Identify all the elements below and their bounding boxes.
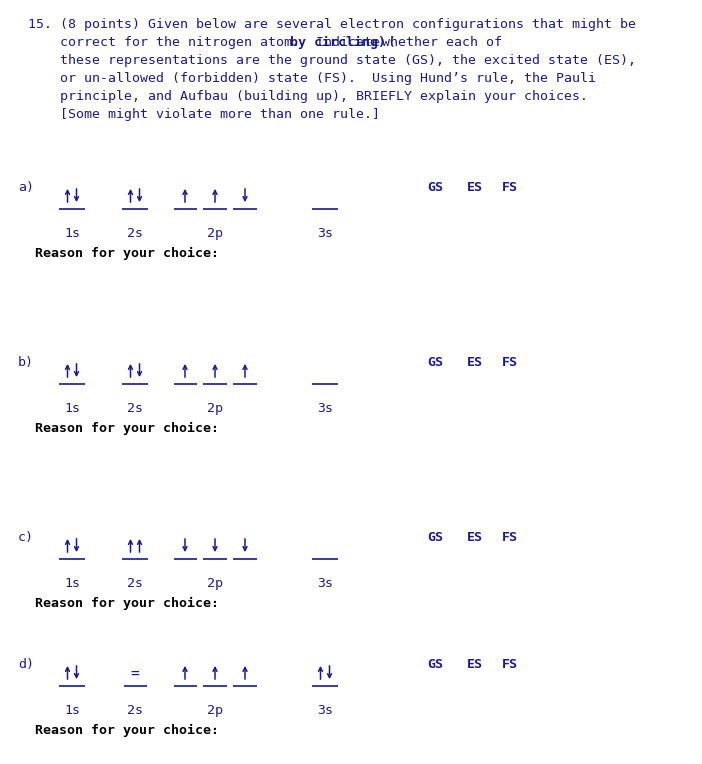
Text: 2p: 2p [207,704,223,717]
Text: 1s: 1s [64,402,80,415]
Text: FS: FS [502,531,518,544]
Text: 2s: 2s [127,402,143,415]
Text: 3s: 3s [317,227,333,240]
Text: ES: ES [467,181,483,194]
Text: Reason for your choice:: Reason for your choice: [35,597,219,610]
Text: 2p: 2p [207,577,223,590]
Text: these representations are the ground state (GS), the excited state (ES),: these representations are the ground sta… [28,54,636,67]
Text: correct for the nitrogen atom.  Indicate (: correct for the nitrogen atom. Indicate … [28,36,396,49]
Text: 2s: 2s [127,227,143,240]
Text: FS: FS [502,181,518,194]
Text: FS: FS [502,356,518,369]
Text: 3s: 3s [317,402,333,415]
Text: b): b) [18,356,34,369]
Text: 1s: 1s [64,704,80,717]
Text: c): c) [18,531,34,544]
Text: Reason for your choice:: Reason for your choice: [35,724,219,737]
Text: GS: GS [427,356,443,369]
Text: Reason for your choice:: Reason for your choice: [35,247,219,260]
Text: GS: GS [427,658,443,671]
Text: 15. (8 points) Given below are several electron configurations that might be: 15. (8 points) Given below are several e… [28,18,636,31]
Text: principle, and Aufbau (building up), BRIEFLY explain your choices.: principle, and Aufbau (building up), BRI… [28,90,588,103]
Text: 2s: 2s [127,577,143,590]
Text: [Some might violate more than one rule.]: [Some might violate more than one rule.] [28,108,380,121]
Text: ES: ES [467,531,483,544]
Text: ES: ES [467,658,483,671]
Text: 2s: 2s [127,704,143,717]
Text: 2p: 2p [207,227,223,240]
Text: GS: GS [427,531,443,544]
Text: by circling): by circling) [289,36,385,49]
Text: GS: GS [427,181,443,194]
Text: FS: FS [502,658,518,671]
Text: whether each of: whether each of [374,36,502,49]
Text: or un-allowed (forbidden) state (FS).  Using Hund’s rule, the Pauli: or un-allowed (forbidden) state (FS). Us… [28,72,596,85]
Text: =: = [131,666,140,681]
Text: 1s: 1s [64,227,80,240]
Text: d): d) [18,658,34,671]
Text: 2p: 2p [207,402,223,415]
Text: a): a) [18,181,34,194]
Text: 3s: 3s [317,704,333,717]
Text: 3s: 3s [317,577,333,590]
Text: Reason for your choice:: Reason for your choice: [35,422,219,435]
Text: ES: ES [467,356,483,369]
Text: 1s: 1s [64,577,80,590]
